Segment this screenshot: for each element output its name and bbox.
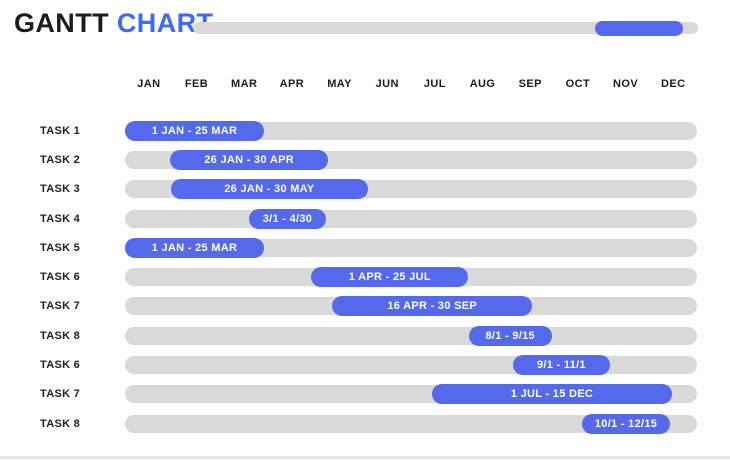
task-row: TASK 5 1 JAN - 25 MAR bbox=[0, 233, 730, 262]
task-row: TASK 8 8/1 - 9/15 bbox=[0, 321, 730, 350]
task-label: TASK 4 bbox=[40, 212, 81, 225]
task-row: TASK 7 16 APR - 30 SEP bbox=[0, 292, 730, 321]
task-row: TASK 6 9/1 - 11/1 bbox=[0, 350, 730, 379]
task-rows: TASK 1 1 JAN - 25 MAR TASK 2 26 JAN - 30 AP… bbox=[0, 116, 730, 438]
task-row: TASK 4 3/1 - 4/30 bbox=[0, 204, 730, 233]
task-bar: 8/1 - 9/15 bbox=[468, 325, 552, 346]
task-bar: 1 JAN - 25 MAR bbox=[125, 120, 264, 141]
task-label: TASK 3 bbox=[40, 183, 81, 196]
month-label: JUN bbox=[375, 78, 399, 90]
month-label: MAY bbox=[327, 78, 352, 90]
task-track: 16 APR - 30 SEP bbox=[125, 296, 697, 317]
task-row: TASK 3 26 JAN - 30 MAY bbox=[0, 175, 730, 204]
page-title: GANTT CHART bbox=[14, 8, 213, 39]
month-label: JAN bbox=[137, 78, 161, 90]
month-axis: JAN FEB MAR APR MAY JUN JUL AUG SEP OCT NOV DEC bbox=[125, 78, 697, 92]
task-track: 10/1 - 12/15 bbox=[125, 413, 697, 434]
month-label: DEC bbox=[661, 78, 686, 90]
task-bar: 1 JUL - 15 DEC bbox=[432, 384, 672, 405]
task-track: 1 JUL - 15 DEC bbox=[125, 384, 697, 405]
task-bar: 26 JAN - 30 APR bbox=[170, 149, 329, 170]
task-label: TASK 1 bbox=[40, 124, 81, 137]
header-progress-track bbox=[193, 20, 698, 36]
bottom-divider bbox=[0, 456, 730, 459]
month-label: JUL bbox=[423, 78, 446, 90]
task-label: TASK 6 bbox=[40, 359, 81, 372]
task-bar: 26 JAN - 30 MAY bbox=[170, 179, 369, 200]
task-bar: 1 JAN - 25 MAR bbox=[125, 237, 264, 258]
task-track: 9/1 - 11/1 bbox=[125, 355, 697, 376]
task-label: TASK 7 bbox=[40, 388, 81, 401]
month-label: OCT bbox=[565, 78, 591, 90]
task-track: 1 APR - 25 JUL bbox=[125, 267, 697, 288]
task-label: TASK 6 bbox=[40, 271, 81, 284]
month-label: AUG bbox=[469, 78, 496, 90]
task-track: 1 JAN - 25 MAR bbox=[125, 237, 697, 258]
task-bar: 10/1 - 12/15 bbox=[582, 413, 671, 434]
task-track: 3/1 - 4/30 bbox=[125, 208, 697, 229]
month-label: SEP bbox=[518, 78, 542, 90]
task-bar: 9/1 - 11/1 bbox=[512, 355, 611, 376]
task-track: 8/1 - 9/15 bbox=[125, 325, 697, 346]
task-bar: 16 APR - 30 SEP bbox=[332, 296, 533, 317]
header-progress-fill bbox=[594, 20, 683, 36]
task-label: TASK 7 bbox=[40, 300, 81, 313]
task-row: TASK 1 1 JAN - 25 MAR bbox=[0, 116, 730, 145]
month-label: NOV bbox=[613, 78, 639, 90]
task-track: 26 JAN - 30 MAY bbox=[125, 179, 697, 200]
task-track: 26 JAN - 30 APR bbox=[125, 149, 697, 170]
task-bar: 3/1 - 4/30 bbox=[249, 208, 326, 229]
month-label: MAR bbox=[231, 78, 258, 90]
task-row: TASK 6 1 APR - 25 JUL bbox=[0, 262, 730, 291]
task-label: TASK 8 bbox=[40, 329, 81, 342]
title-word-gantt: GANTT bbox=[14, 8, 109, 38]
task-label: TASK 5 bbox=[40, 241, 81, 254]
task-row: TASK 8 10/1 - 12/15 bbox=[0, 409, 730, 438]
task-bar: 1 APR - 25 JUL bbox=[311, 267, 469, 288]
task-row: TASK 7 1 JUL - 15 DEC bbox=[0, 380, 730, 409]
task-track: 1 JAN - 25 MAR bbox=[125, 120, 697, 141]
task-label: TASK 8 bbox=[40, 417, 81, 430]
month-label: APR bbox=[279, 78, 305, 90]
month-label: FEB bbox=[184, 78, 209, 90]
task-label: TASK 2 bbox=[40, 153, 81, 166]
task-row: TASK 2 26 JAN - 30 APR bbox=[0, 145, 730, 174]
